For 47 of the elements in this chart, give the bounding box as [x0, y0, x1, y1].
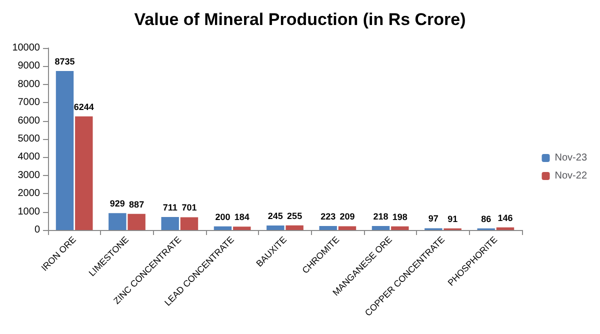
y-tick-label: 2000: [18, 188, 40, 200]
data-label: 198: [392, 212, 408, 222]
data-label: 711: [162, 202, 178, 213]
bar: [214, 226, 232, 230]
y-tick-label: 0: [34, 224, 40, 236]
data-label: 97: [428, 214, 438, 224]
data-label: 200: [215, 212, 230, 222]
bar: [496, 227, 514, 230]
y-tick-label: 6000: [18, 115, 40, 126]
y-tick-label: 1000: [18, 206, 40, 218]
y-tick-label: 7000: [18, 97, 40, 108]
data-label: 223: [320, 211, 336, 222]
data-label: 91: [448, 214, 458, 224]
bar: [128, 214, 146, 230]
bar: [319, 226, 337, 230]
bar: [56, 71, 74, 230]
bar: [180, 217, 198, 230]
bar: [75, 116, 93, 230]
data-label: 929: [110, 198, 125, 209]
data-label: 209: [340, 212, 355, 222]
y-tick-label: 3000: [18, 170, 40, 181]
legend-label: Nov-22: [554, 170, 588, 182]
data-label: 218: [373, 212, 388, 222]
bar: [286, 225, 304, 230]
bar: [391, 226, 409, 230]
data-label: 146: [498, 212, 513, 223]
data-label: 245: [268, 211, 283, 222]
data-label: 86: [481, 214, 492, 224]
data-label: 6244: [74, 102, 94, 112]
bar: [108, 213, 126, 230]
y-tick-label: 10000: [12, 42, 40, 54]
y-tick-label: 9000: [18, 60, 40, 72]
bar: [372, 226, 390, 230]
data-label: 8735: [54, 56, 75, 67]
bar: [233, 226, 251, 230]
data-label: 255: [287, 210, 302, 221]
y-tick-label: 4000: [18, 152, 40, 163]
legend-label: Nov-23: [554, 152, 588, 164]
bar: [161, 217, 179, 230]
bar: [338, 226, 356, 230]
data-label: 184: [234, 212, 250, 222]
chart-title: Value of Mineral Production (in Rs Crore): [134, 10, 466, 29]
y-tick-label: 8000: [18, 78, 40, 90]
bar: [266, 226, 284, 230]
y-tick-label: 5000: [18, 134, 40, 144]
data-label: 887: [129, 199, 144, 210]
data-label: 701: [182, 202, 197, 213]
